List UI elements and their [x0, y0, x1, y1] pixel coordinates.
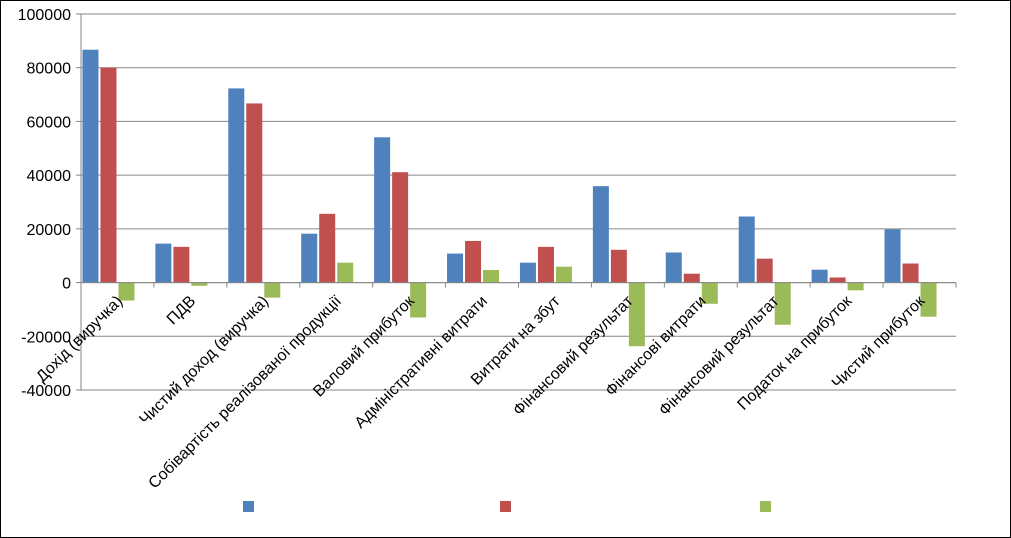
- bar-series-3: [555, 266, 572, 283]
- bar-series-2: [537, 246, 554, 283]
- bar-series-1: [592, 186, 609, 283]
- bar-series-1: [447, 253, 464, 283]
- x-axis-ticks: [80, 282, 957, 288]
- bar-series-1: [155, 243, 172, 283]
- bar-series-3: [774, 282, 791, 325]
- bar-series-1: [374, 137, 391, 283]
- y-tick-label: 80000: [27, 61, 72, 78]
- bar-series-2: [100, 67, 117, 283]
- bar-series-1: [738, 216, 755, 283]
- category-label: Фінансовий результат: [656, 292, 783, 419]
- bar-series-3: [118, 282, 135, 301]
- bar-series-1: [82, 49, 99, 283]
- bar-series-2: [465, 240, 482, 283]
- bar-series-3: [191, 282, 208, 286]
- bar-series-3: [701, 282, 718, 304]
- bar-series-2: [392, 172, 409, 283]
- bar-series-2: [829, 277, 846, 283]
- bar-series-3: [847, 282, 864, 291]
- bar-series-3: [920, 282, 937, 317]
- y-tick-label: 60000: [27, 114, 72, 131]
- legend-marker-series-1: [243, 501, 254, 512]
- bar-series-1: [665, 252, 682, 283]
- bar-series-2: [683, 273, 700, 283]
- category-label: ПДВ: [164, 293, 199, 328]
- bar-series-1: [301, 233, 318, 283]
- bar-series-2: [610, 249, 627, 283]
- y-axis-ticks: 100000 80000 60000 40000 20000 0 -20000 -40000: [18, 7, 81, 400]
- bar-series-2: [173, 246, 190, 283]
- bar-series-3: [264, 282, 281, 298]
- legend-marker-series-2: [500, 501, 511, 512]
- bar-series-3: [483, 269, 500, 283]
- bars: [82, 49, 937, 347]
- y-tick-label: -40000: [21, 383, 71, 400]
- bar-series-1: [519, 262, 536, 283]
- y-tick-label: 0: [62, 276, 71, 293]
- y-tick-label: 40000: [27, 168, 72, 185]
- bar-series-2: [319, 213, 336, 283]
- category-label: Чистий доход (виручка): [136, 293, 272, 429]
- bar-series-3: [628, 282, 645, 347]
- category-label: Фінансовий результат: [510, 292, 637, 419]
- bar-series-3: [410, 282, 427, 318]
- legend: [243, 501, 771, 512]
- bar-series-2: [246, 103, 263, 283]
- bar-series-1: [228, 88, 245, 283]
- y-tick-label: -20000: [21, 329, 71, 346]
- bar-series-2: [756, 258, 773, 283]
- bar-series-3: [337, 262, 354, 283]
- bar-series-1: [811, 269, 828, 283]
- y-tick-label: 100000: [18, 7, 71, 24]
- bar-series-1: [884, 229, 901, 283]
- y-tick-label: 20000: [27, 222, 72, 239]
- legend-marker-series-3: [760, 501, 771, 512]
- bar-series-2: [902, 263, 919, 283]
